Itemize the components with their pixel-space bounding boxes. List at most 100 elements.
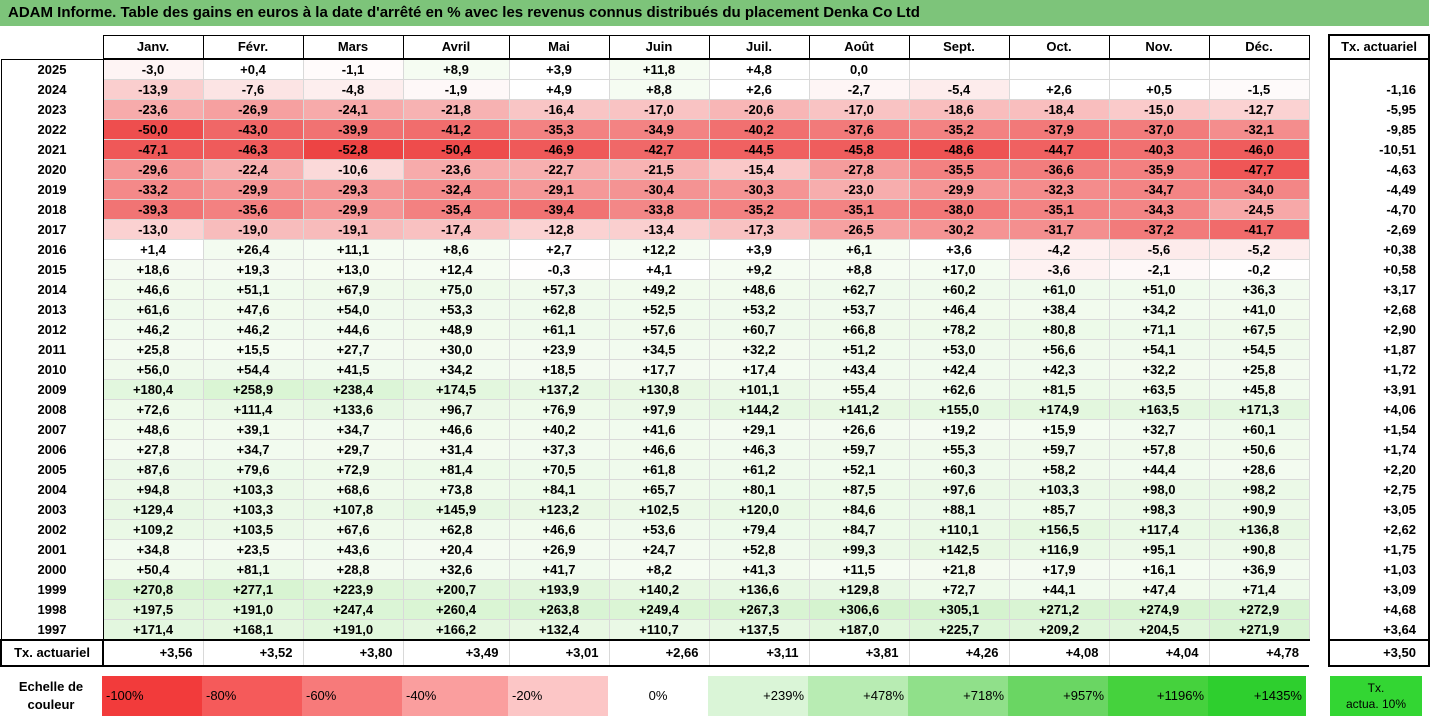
gain-cell: +46,4 — [908, 299, 1010, 320]
gain-cell: +54,0 — [302, 299, 404, 320]
gain-cell: +277,1 — [202, 579, 304, 600]
gain-cell: +129,8 — [808, 579, 910, 600]
year-row: 1997 +171,4 +168,1 +191,0 +166,2 +132,4 +110,7… — [0, 619, 1430, 641]
column-gap — [1309, 340, 1329, 360]
gain-cell: +38,4 — [1008, 299, 1110, 320]
gain-cell: +57,3 — [508, 279, 610, 300]
gain-cell: -46,0 — [1208, 139, 1310, 160]
year-label: 2017 — [0, 219, 104, 240]
color-scale-swatch: -60% — [302, 676, 402, 716]
gain-cell: +109,2 — [102, 519, 204, 540]
gain-cell: +19,3 — [202, 259, 304, 280]
gain-cell: -32,1 — [1208, 119, 1310, 140]
gain-cell: -39,3 — [102, 199, 204, 220]
gain-cell: +71,4 — [1208, 579, 1310, 600]
color-scale-swatch: +478% — [808, 676, 908, 716]
gain-cell: -35,1 — [808, 199, 910, 220]
year-label: 2011 — [0, 339, 104, 360]
gain-cell: -15,4 — [708, 159, 810, 180]
gain-cell: +76,9 — [508, 399, 610, 420]
year-row: 2017 -13,0 -19,0 -19,1 -17,4 -12,8 -13,4 -17,3-… — [0, 219, 1430, 240]
actuarial-cell: +2,68 — [1328, 299, 1430, 320]
gain-cell: -30,3 — [708, 179, 810, 200]
color-scale-swatch: +718% — [908, 676, 1008, 716]
gain-cell: +41,7 — [508, 559, 610, 580]
gain-cell: +12,4 — [402, 259, 510, 280]
gain-cell: +62,8 — [402, 519, 510, 540]
gain-cell: +43,4 — [808, 359, 910, 380]
gain-cell: -18,6 — [908, 99, 1010, 120]
gain-cell: +110,1 — [908, 519, 1010, 540]
gain-cell: +99,3 — [808, 539, 910, 560]
gain-cell: +60,2 — [908, 279, 1010, 300]
column-gap — [1309, 220, 1329, 240]
gain-cell: +94,8 — [102, 479, 204, 500]
gain-cell: +80,1 — [708, 479, 810, 500]
gain-cell: +120,0 — [708, 499, 810, 520]
month-header: Oct. — [1008, 34, 1110, 60]
gain-cell: -3,0 — [102, 58, 204, 80]
year-row: 2019 -33,2 -29,9 -29,3 -32,4 -29,1 -30,4 -30,3-… — [0, 179, 1430, 200]
gain-cell: +4,9 — [508, 79, 610, 100]
year-label: 2008 — [0, 399, 104, 420]
gain-cell: +25,8 — [102, 339, 204, 360]
gain-cell: +8,6 — [402, 239, 510, 260]
gain-cell: +55,4 — [808, 379, 910, 400]
gain-cell: +117,4 — [1108, 519, 1210, 540]
column-gap — [1309, 380, 1329, 400]
month-header: Mars — [302, 34, 404, 60]
gain-cell: -23,0 — [808, 179, 910, 200]
color-scale-swatch: 0% — [608, 676, 708, 716]
column-gap — [1309, 200, 1329, 220]
column-gap — [1309, 59, 1329, 80]
gain-cell: -21,5 — [608, 159, 710, 180]
actuarial-cell: -9,85 — [1328, 119, 1430, 140]
gain-cell: +12,2 — [608, 239, 710, 260]
actuarial-cell: +4,68 — [1328, 599, 1430, 620]
gain-cell: +52,5 — [608, 299, 710, 320]
column-gap — [1309, 520, 1329, 540]
gain-cell — [1008, 58, 1110, 80]
gain-cell: +45,8 — [1208, 379, 1310, 400]
gain-cell: -52,8 — [302, 139, 404, 160]
gain-cell: +34,2 — [1108, 299, 1210, 320]
gain-cell: +51,2 — [808, 339, 910, 360]
gain-cell: +60,3 — [908, 459, 1010, 480]
gain-cell: +258,9 — [202, 379, 304, 400]
gain-cell: +107,8 — [302, 499, 404, 520]
actuarial-cell: +1,54 — [1328, 419, 1430, 440]
gain-cell: -13,0 — [102, 219, 204, 240]
column-gap — [1309, 400, 1329, 420]
gain-cell: +67,5 — [1208, 319, 1310, 340]
gain-cell: +200,7 — [402, 579, 510, 600]
actuarial-cell: +2,62 — [1328, 519, 1430, 540]
gain-cell: +103,3 — [202, 499, 304, 520]
gain-cell: -15,0 — [1108, 99, 1210, 120]
color-scale-swatch: -40% — [402, 676, 508, 716]
gain-cell: +72,9 — [302, 459, 404, 480]
gain-cell: +46,6 — [402, 419, 510, 440]
year-row: 2001 +34,8 +23,5 +43,6 +20,4 +26,9 +24,7 +52,8 +… — [0, 539, 1430, 560]
gain-cell: +26,9 — [508, 539, 610, 560]
gain-cell — [908, 58, 1010, 80]
gain-cell: +34,7 — [302, 419, 404, 440]
gain-cell: +59,7 — [808, 439, 910, 460]
gain-cell: -35,4 — [402, 199, 510, 220]
actuarial-cell: +4,06 — [1328, 399, 1430, 420]
gain-cell: +136,8 — [1208, 519, 1310, 540]
gain-cell: +8,8 — [808, 259, 910, 280]
gain-cell: -29,3 — [302, 179, 404, 200]
gain-cell: +26,4 — [202, 239, 304, 260]
month-header: Janv. — [102, 34, 204, 60]
gain-cell: +193,9 — [508, 579, 610, 600]
color-scale-swatch: +1196% — [1108, 676, 1208, 716]
year-label: 2009 — [0, 379, 104, 400]
gain-cell: +66,8 — [808, 319, 910, 340]
gain-cell: +98,3 — [1108, 499, 1210, 520]
gain-cell: +27,7 — [302, 339, 404, 360]
gain-cell: +96,7 — [402, 399, 510, 420]
gain-cell: -22,7 — [508, 159, 610, 180]
gain-cell: -44,7 — [1008, 139, 1110, 160]
gain-cell: -48,6 — [908, 139, 1010, 160]
actuarial-cell: -4,70 — [1328, 199, 1430, 220]
